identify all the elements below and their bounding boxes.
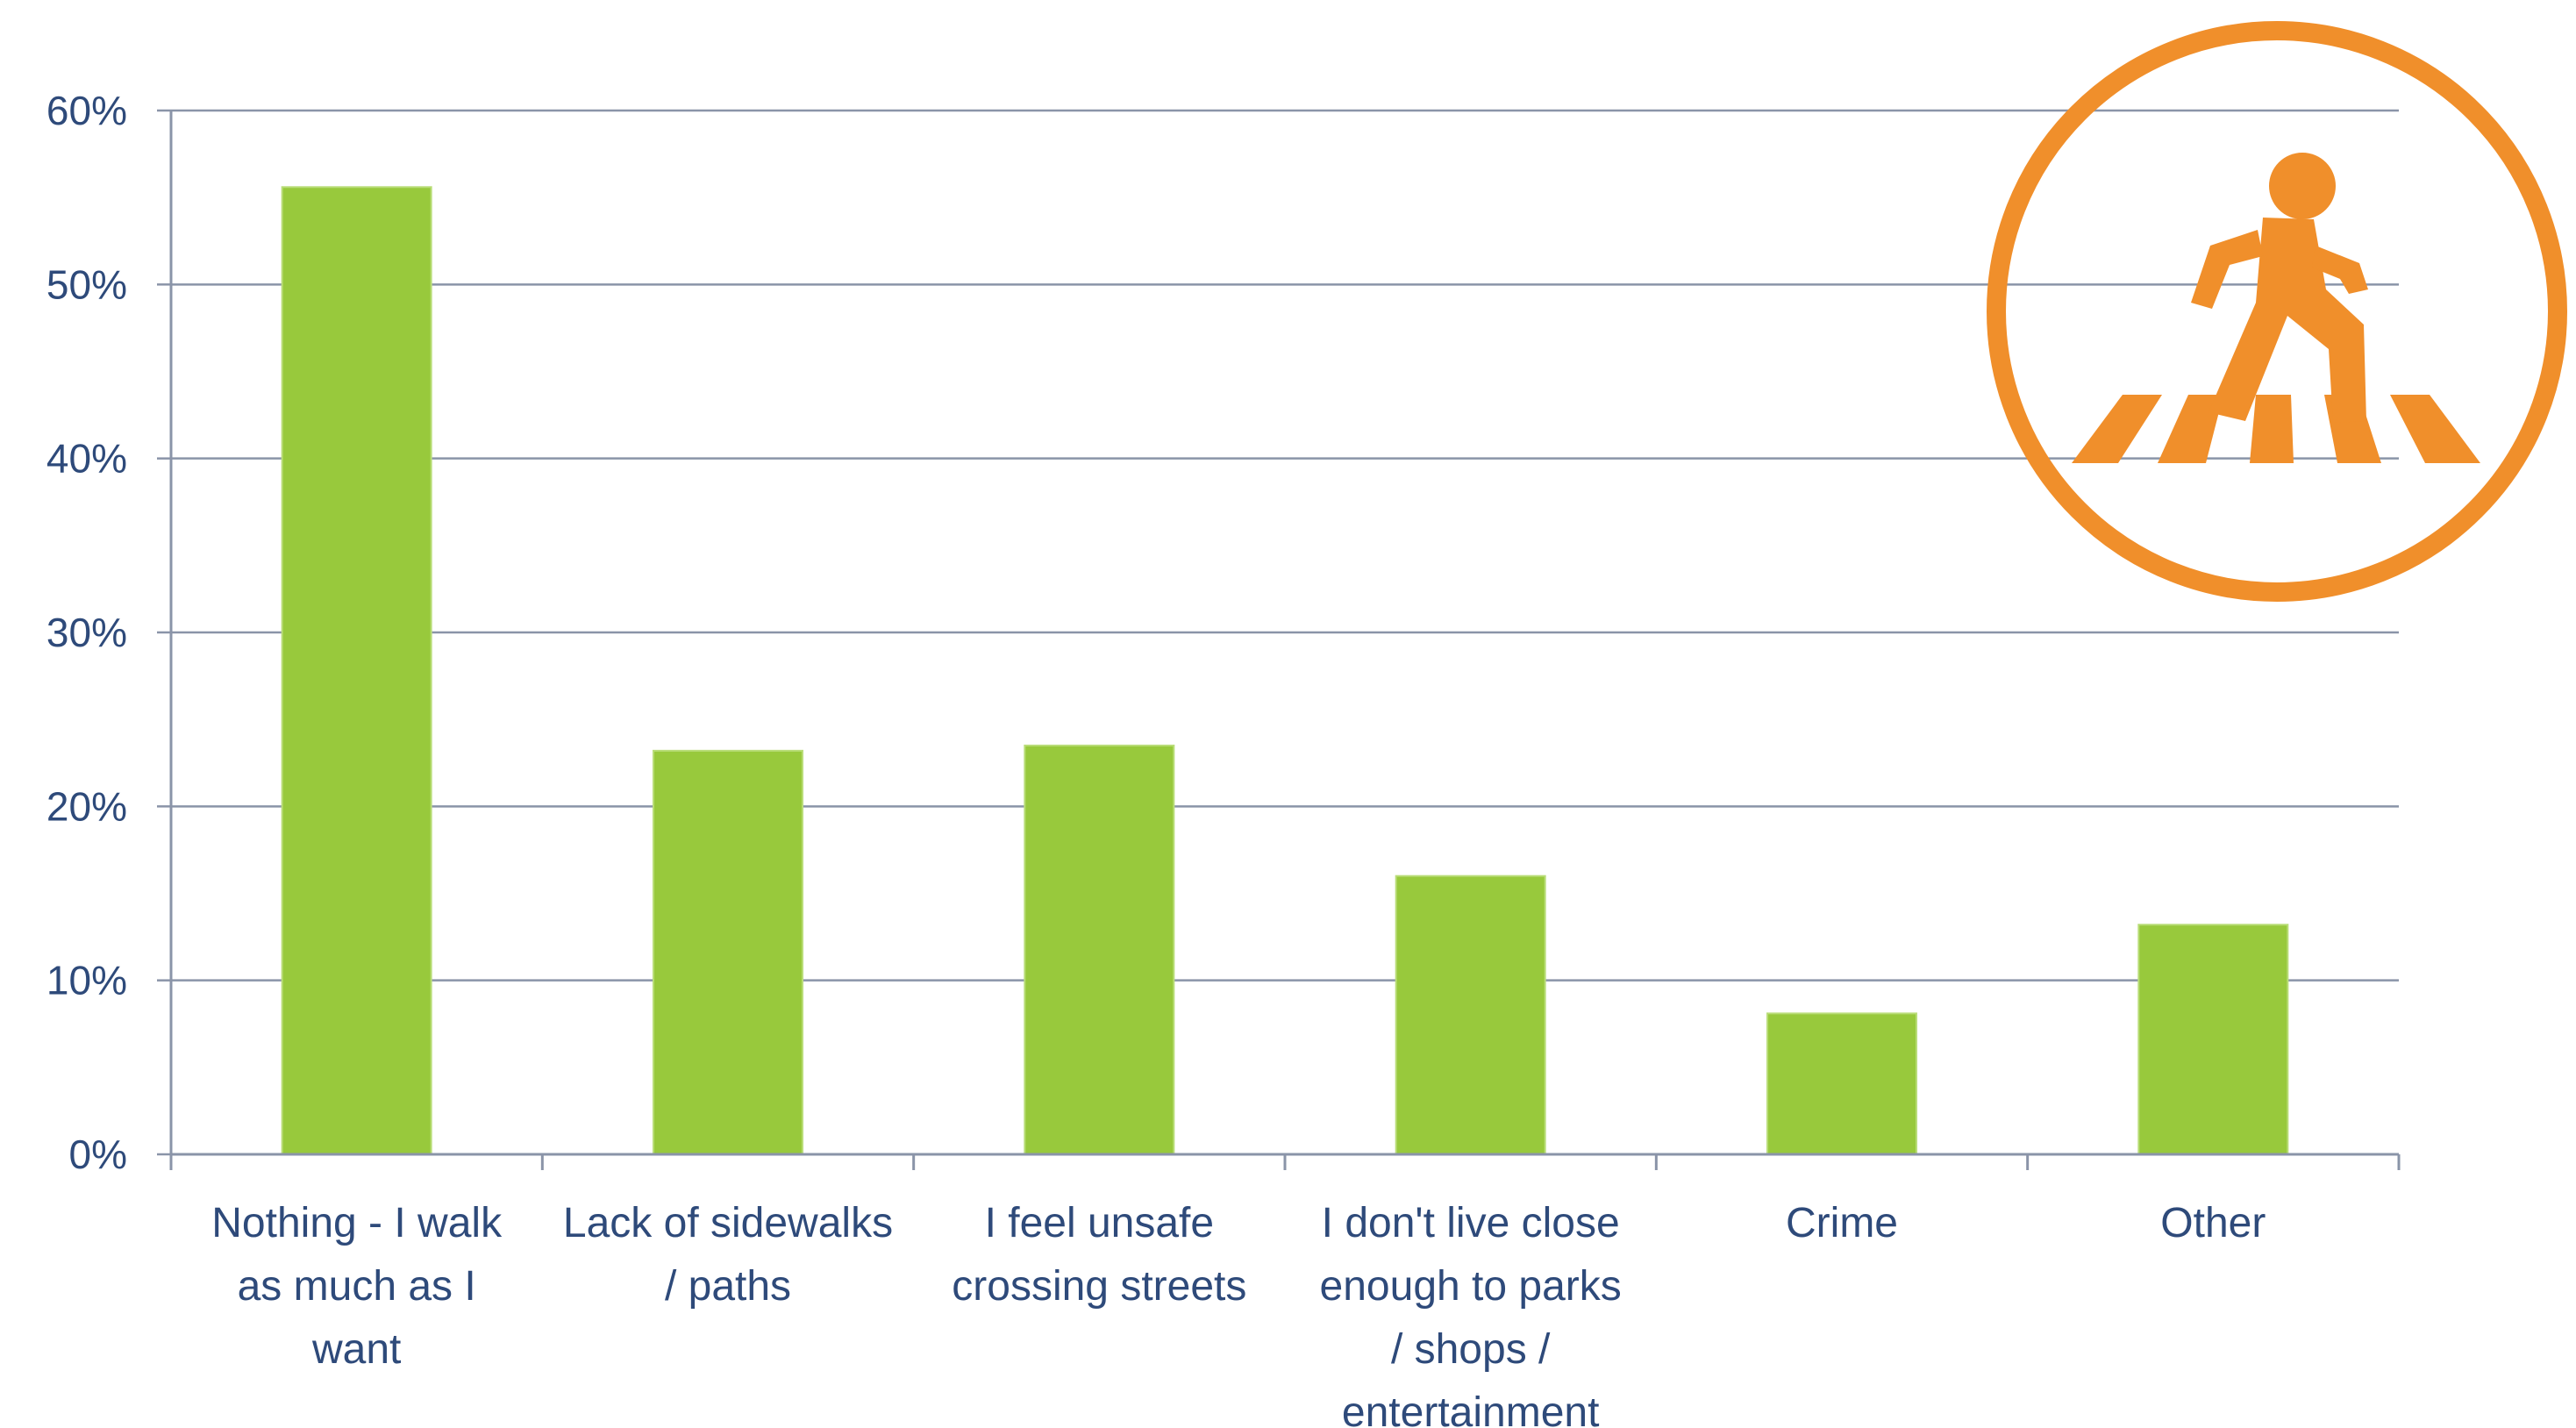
axes bbox=[157, 109, 2401, 1170]
pedestrian-crossing-icon bbox=[1987, 21, 2567, 602]
bar bbox=[2137, 924, 2289, 1155]
y-tick-label: 50% bbox=[46, 261, 127, 307]
crosswalk-stripes-icon bbox=[2072, 395, 2480, 463]
bar bbox=[1766, 1012, 1917, 1155]
bar bbox=[1395, 875, 1546, 1156]
y-tick-label: 0% bbox=[69, 1132, 127, 1177]
walking-person-icon bbox=[2191, 153, 2368, 423]
icon-ring bbox=[1987, 21, 2567, 602]
y-tick-label: 40% bbox=[46, 436, 127, 482]
bars bbox=[281, 186, 2289, 1156]
bar bbox=[1024, 744, 1175, 1156]
category-label: Lack of sidewalks / paths bbox=[563, 1200, 893, 1310]
category-label: Other bbox=[2160, 1200, 2266, 1246]
category-label: I feel unsafe crossing streets bbox=[952, 1200, 1246, 1310]
y-tick-label: 10% bbox=[46, 958, 127, 1003]
category-label: I don't live close enough to parks / shops… bbox=[1320, 1200, 1622, 1428]
category-label: Crime bbox=[1786, 1200, 1898, 1246]
bar bbox=[653, 749, 803, 1155]
y-tick-label: 20% bbox=[46, 783, 127, 829]
gridlines bbox=[171, 109, 2399, 982]
y-tick-label: 30% bbox=[46, 610, 127, 655]
y-tick-labels: 0% 10% 20% 30% 40% 50% 60% bbox=[46, 88, 127, 1177]
bar bbox=[281, 186, 432, 1155]
y-tick-label: 60% bbox=[46, 88, 127, 133]
